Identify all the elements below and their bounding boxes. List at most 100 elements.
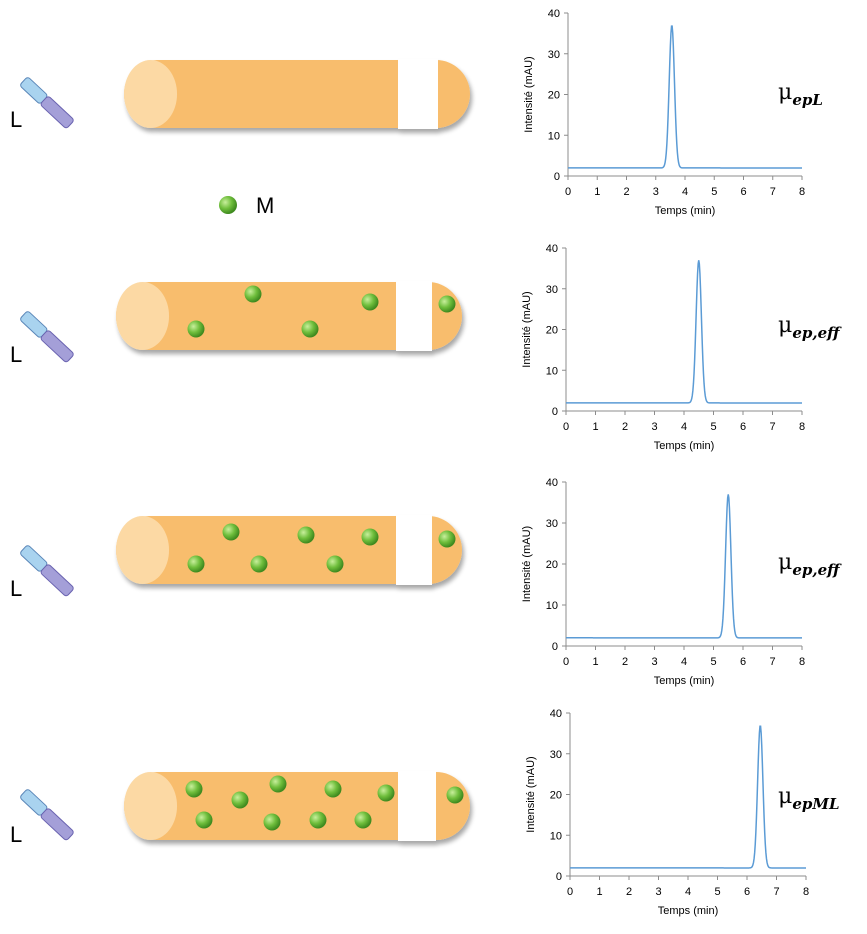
y-tick-label: 30 xyxy=(546,518,558,530)
x-tick-label: 4 xyxy=(685,886,691,898)
x-tick-label: 1 xyxy=(596,886,602,898)
mobility-label-row-2: μep,eff xyxy=(778,313,840,342)
mobility-subscript: ep,eff xyxy=(792,561,840,579)
sample-plug xyxy=(398,771,436,841)
ligand-tail xyxy=(40,564,74,597)
x-tick-label: 2 xyxy=(622,656,628,668)
x-tick-label: 1 xyxy=(594,186,600,198)
x-tick-label: 3 xyxy=(651,421,657,433)
metal-bead xyxy=(446,786,464,804)
electropherogram-2: 0 10 20 30 40 0 1 2 3 4 5 6 7 8 Temps (min) Intensité (… xyxy=(521,243,805,452)
y-tick-label: 10 xyxy=(548,130,560,142)
x-tick-label: 5 xyxy=(710,656,716,668)
y-tick-label: 30 xyxy=(550,749,562,761)
y-tick-label: 20 xyxy=(548,90,560,102)
x-tick-label: 0 xyxy=(563,656,569,668)
metal-bead xyxy=(231,791,249,809)
x-tick-label: 7 xyxy=(773,886,779,898)
metal-bead xyxy=(297,526,315,544)
y-axis-title: Intensité (mAU) xyxy=(523,56,535,132)
x-tick-label: 8 xyxy=(799,656,805,668)
capillary-opening xyxy=(116,516,170,584)
y-tick-label: 10 xyxy=(550,830,562,842)
x-tick-label: 6 xyxy=(744,886,750,898)
mobility-subscript: epL xyxy=(792,91,823,109)
x-tick-label: 2 xyxy=(626,886,632,898)
y-tick-label: 20 xyxy=(546,325,558,337)
capillary-opening xyxy=(124,60,178,128)
capillary-row-3 xyxy=(116,515,462,585)
metal-bead xyxy=(361,293,379,311)
signal-trace xyxy=(568,25,802,169)
x-tick-label: 4 xyxy=(682,186,688,198)
y-tick-label: 0 xyxy=(554,171,560,183)
x-tick-label: 7 xyxy=(769,656,775,668)
y-axis-title: Intensité (mAU) xyxy=(525,756,537,832)
metal-bead xyxy=(187,555,205,573)
y-tick-label: 0 xyxy=(556,871,562,883)
x-tick-label: 0 xyxy=(563,421,569,433)
capillary-tube xyxy=(124,60,470,128)
ligand-tail xyxy=(40,96,74,129)
mobility-symbol: μ xyxy=(778,313,793,338)
electropherogram-3: 0 10 20 30 40 0 1 2 3 4 5 6 7 8 Temps (min) Intensité (… xyxy=(521,477,805,687)
metal-bead xyxy=(263,813,281,831)
metal-bead xyxy=(301,320,319,338)
signal-trace xyxy=(566,260,802,404)
sample-plug xyxy=(396,515,432,585)
x-tick-label: 6 xyxy=(740,186,746,198)
mobility-subscript: epML xyxy=(792,795,840,813)
y-axis-title: Intensité (mAU) xyxy=(521,526,533,602)
x-tick-label: 8 xyxy=(803,886,809,898)
x-tick-label: 8 xyxy=(799,186,805,198)
metal-bead xyxy=(438,295,456,313)
metal-bead xyxy=(187,320,205,338)
signal-trace xyxy=(570,725,806,869)
ligand-label-row-2: L xyxy=(10,342,23,367)
sample-plug xyxy=(396,281,432,351)
metal-bead xyxy=(354,811,372,829)
y-axis-title: Intensité (mAU) xyxy=(521,291,533,367)
y-tick-label: 20 xyxy=(546,559,558,571)
x-tick-label: 0 xyxy=(567,886,573,898)
signal-trace xyxy=(566,494,802,639)
ligand-icon xyxy=(20,311,74,363)
x-tick-label: 4 xyxy=(681,421,687,433)
y-tick-label: 0 xyxy=(552,406,558,418)
capillary-row-1 xyxy=(124,59,470,129)
y-tick-label: 30 xyxy=(546,284,558,296)
x-tick-label: 7 xyxy=(770,186,776,198)
metal-bead xyxy=(244,285,262,303)
electropherogram-4: 0 10 20 30 40 0 1 2 3 4 5 6 7 8 Temps (min) Intensité (… xyxy=(525,708,809,917)
ligand-label-row-3: L xyxy=(10,576,23,601)
y-tick-label: 30 xyxy=(548,49,560,61)
y-tick-label: 40 xyxy=(550,708,562,720)
electropherogram-1: 0 10 20 30 40 0 1 2 3 4 5 6 7 8 Temps (min) Intensité (… xyxy=(523,8,805,217)
x-tick-label: 2 xyxy=(623,186,629,198)
x-tick-label: 6 xyxy=(740,421,746,433)
x-tick-label: 6 xyxy=(740,656,746,668)
sample-plug xyxy=(398,59,438,129)
metal-legend-label: M xyxy=(256,193,275,218)
x-tick-label: 8 xyxy=(799,421,805,433)
metal-bead xyxy=(269,775,287,793)
mobility-label-row-4: μepML xyxy=(778,784,840,813)
metal-bead xyxy=(377,784,395,802)
metal-bead xyxy=(309,811,327,829)
x-tick-label: 4 xyxy=(681,656,687,668)
x-tick-label: 3 xyxy=(651,656,657,668)
y-tick-label: 40 xyxy=(546,243,558,255)
capillary-row-2 xyxy=(116,281,462,351)
metal-bead xyxy=(361,528,379,546)
ligand-icon xyxy=(20,545,74,597)
capillary-row-4 xyxy=(124,771,470,841)
x-tick-label: 3 xyxy=(653,186,659,198)
mobility-symbol: μ xyxy=(778,550,793,575)
mobility-symbol: μ xyxy=(778,80,793,105)
metal-bead xyxy=(438,530,456,548)
x-axis-title: Temps (min) xyxy=(654,440,715,452)
x-tick-label: 7 xyxy=(769,421,775,433)
x-tick-label: 1 xyxy=(592,421,598,433)
